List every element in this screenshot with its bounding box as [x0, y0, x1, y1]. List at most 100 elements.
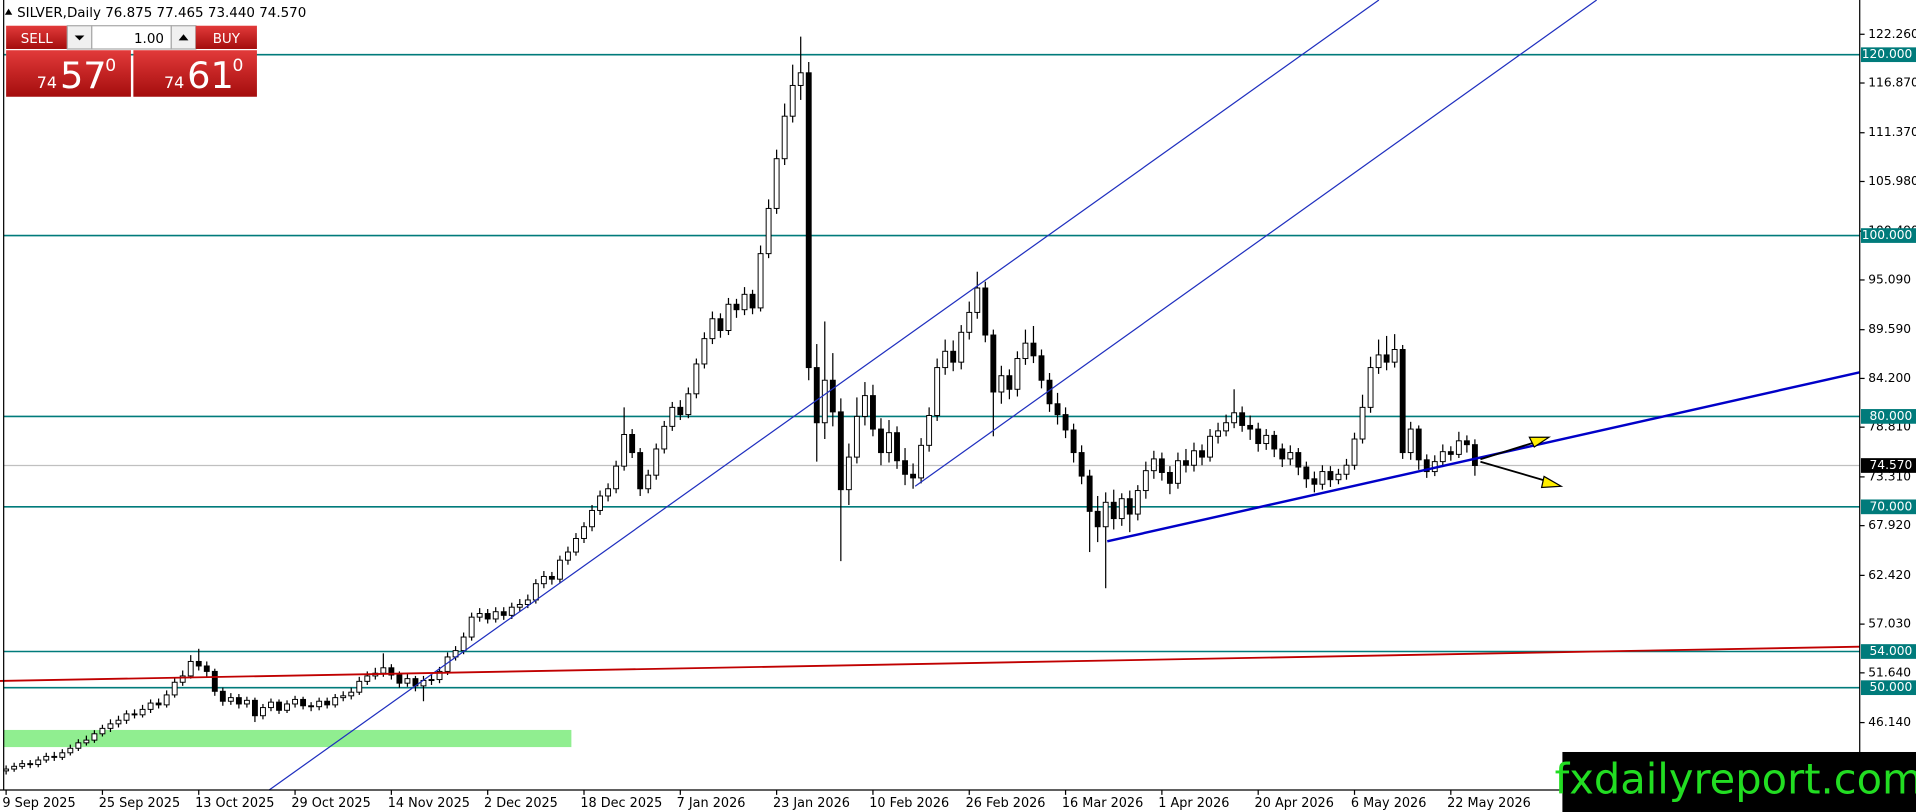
arrow-head — [1540, 475, 1564, 489]
candle-body — [284, 703, 290, 711]
level-label: 50.000 — [1870, 680, 1913, 694]
candle-body — [1070, 429, 1077, 454]
x-tick-label: 14 Nov 2025 — [388, 796, 470, 811]
candle-body — [1327, 471, 1334, 481]
candle-body — [155, 702, 162, 706]
candle-body — [364, 675, 371, 682]
candle-body — [725, 303, 732, 331]
candle-body — [1439, 451, 1446, 463]
y-tick-label: 84.200 — [1868, 371, 1911, 385]
candle-body — [468, 616, 475, 638]
candle-body — [629, 434, 636, 454]
candle-body — [11, 765, 18, 770]
trend-line — [1106, 371, 1860, 543]
candle-body — [741, 293, 748, 311]
y-tick-label: 116.870 — [1868, 76, 1916, 90]
candle-body — [1255, 428, 1262, 445]
candle-body — [1030, 342, 1037, 357]
candle-body — [1295, 452, 1302, 468]
candle-body — [1303, 466, 1310, 480]
support-zone — [3, 729, 572, 748]
candle-body — [396, 674, 403, 684]
candle-body — [548, 575, 555, 580]
candle-body — [1223, 422, 1230, 432]
candle-body — [717, 318, 724, 331]
candle-body — [1078, 452, 1085, 477]
candle-body — [878, 428, 884, 454]
candle-body — [1174, 460, 1181, 484]
candle-body — [894, 432, 900, 462]
bid-box[interactable] — [6, 50, 131, 97]
candle-body — [837, 411, 844, 491]
candle-body — [139, 708, 146, 716]
candle-body — [59, 752, 66, 758]
candle-body — [605, 488, 612, 497]
arrow-down — [1480, 460, 1548, 483]
candle-body — [532, 583, 539, 601]
arrow-head — [1528, 436, 1551, 448]
x-tick-label: 22 May 2026 — [1447, 796, 1531, 811]
last-price-label: 74.570 — [1870, 458, 1913, 472]
candle-body — [516, 604, 523, 608]
ask-box[interactable] — [133, 50, 257, 97]
candle-body — [1447, 451, 1454, 455]
last-price-box — [1860, 458, 1916, 473]
candle-body — [982, 287, 989, 336]
candle-body — [3, 768, 10, 772]
watermark: fxdailyreport.com — [1555, 755, 1916, 804]
level-label-box — [1860, 499, 1916, 515]
candle-body — [203, 665, 210, 672]
candle-body — [733, 303, 740, 311]
candle-body — [1391, 349, 1398, 363]
x-tick-label: 18 Dec 2025 — [580, 796, 662, 811]
candle-body — [1399, 349, 1406, 454]
candle-body — [1455, 440, 1462, 455]
collapse-icon[interactable] — [4, 8, 13, 15]
candle-body — [83, 739, 90, 744]
candle-body — [131, 713, 138, 716]
down-icon — [74, 35, 85, 41]
candle-body — [276, 701, 282, 711]
x-tick-label: 7 Jan 2026 — [677, 796, 746, 811]
candle-body — [1351, 438, 1358, 466]
candle-body — [781, 115, 788, 160]
candle-body — [669, 406, 676, 427]
candle-body — [324, 700, 331, 706]
candle-body — [476, 613, 483, 618]
y-tick-label: 46.140 — [1868, 715, 1911, 729]
candle-body — [1054, 403, 1061, 416]
x-tick-label: 25 Sep 2025 — [99, 796, 180, 811]
candle-body — [621, 434, 628, 467]
axis-labels: 46.14051.64057.03062.42067.92073.31078.8… — [2, 27, 1916, 811]
candle-body — [1239, 412, 1246, 426]
candle-body — [179, 675, 186, 683]
candle-body — [853, 415, 860, 458]
candle-body — [829, 379, 836, 413]
candle-body — [1006, 375, 1013, 390]
x-tick-label: 9 Sep 2025 — [2, 796, 75, 811]
bid-sup: 0 — [105, 56, 116, 76]
candle-body — [19, 763, 26, 767]
candle-body — [573, 537, 579, 553]
ask-price: 74 61 0 — [164, 54, 243, 97]
sell-button[interactable] — [6, 25, 68, 49]
candle-body — [556, 559, 563, 580]
bid-price: 74 57 0 — [37, 54, 116, 97]
candle-body — [115, 719, 122, 725]
x-tick-label: 2 Dec 2025 — [484, 796, 558, 811]
candle-body — [484, 613, 491, 620]
candle-body — [1134, 490, 1141, 515]
one-click-panel: SELL 1.00 BUY 74 57 0 74 61 0 — [6, 25, 257, 97]
candle-body — [1359, 406, 1366, 440]
candle-body — [1150, 458, 1157, 472]
y-tick-label: 67.920 — [1868, 518, 1911, 532]
candle-body — [524, 599, 531, 605]
candle-body — [645, 474, 652, 490]
candle-body — [211, 670, 218, 692]
candle-body — [1415, 428, 1422, 461]
candle-body — [27, 763, 34, 766]
buy-button[interactable] — [195, 25, 257, 49]
candle-body — [35, 759, 42, 766]
ask-sup: 0 — [232, 56, 243, 76]
